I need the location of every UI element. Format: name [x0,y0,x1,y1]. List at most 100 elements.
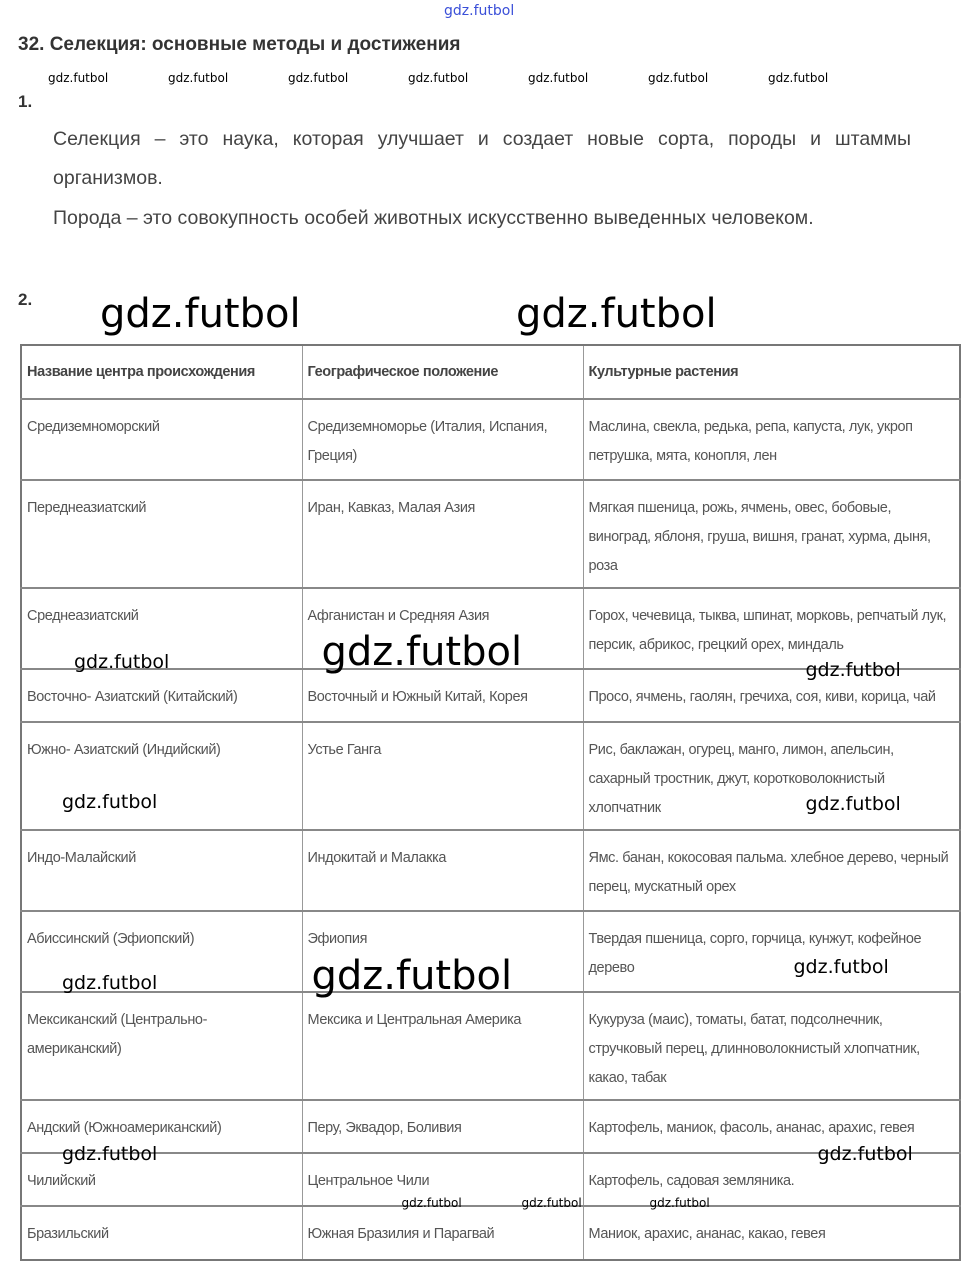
cell-text: Южно- Азиатский (Индийский) [27,742,221,758]
watermark: gdz.futbol [62,1143,158,1165]
cell-text: Маслина, свекла, редька, репа, капуста, … [588,419,914,464]
crops-cell: Горох, чечевица, тыква, шпинат, морковь,… [582,587,961,680]
crops-cell: Картофель, маниок, фасоль, ананас, арахи… [582,1099,961,1164]
center-name-cell: Южно- Азиатский (Индийский) gdz.futbol [20,721,303,831]
cell-text: Эфиопия [307,931,368,947]
watermark: gdz.futbol [74,651,170,673]
section-number-1: 1. [18,92,33,111]
table-row: Среднеазиатский gdz.futbol Афганистан и Ср… [20,587,961,680]
table-row: Мексиканский (Центрально-американский) Ме… [20,991,961,1101]
cell-text: Южная Бразилия и Парагвай [307,1226,495,1242]
section-number-2: 2. [18,290,33,309]
cell-text: Восточно- Азиатский (Китайский) [27,689,238,705]
cell-text: Мексиканский (Центрально-американский) [27,1012,208,1057]
column-header: Культурные растения [582,344,961,400]
definition-selection: Селекция – это наука, которая улучшает и… [53,128,911,189]
cell-text: Средиземноморье (Италия, Испания, Греция… [307,419,548,464]
cell-text: Твердая пшеница, сорго, горчица, кунжут,… [588,931,922,976]
crops-cell: Маниок, арахис, ананас, какао, гевея [582,1205,961,1261]
cell-text: Маниок, арахис, ананас, какао, гевея [588,1226,826,1242]
location-cell: Иран, Кавказ, Малая Азия [301,479,584,589]
watermark: gdz.futbol [805,659,901,681]
table-row: Индо-Малайский Индокитай и Малакка Ямс. ба… [20,829,961,912]
cell-text: Устье Ганга [307,742,382,758]
table-row: Бразильский Южная Бразилия и Парагвай Мани… [20,1205,961,1261]
center-name-cell: Бразильский [20,1205,303,1261]
cell-text: Ямс. банан, кокосовая пальма. хлебное де… [588,850,949,895]
center-name-cell: Индо-Малайский [20,829,303,912]
cell-text: Андский (Южноамериканский) [27,1120,222,1136]
center-name-cell: Мексиканский (Центрально-американский) [20,991,303,1101]
cell-text: Перу, Эквадор, Боливия [307,1120,462,1136]
table-row: Южно- Азиатский (Индийский) gdz.futbol Уст… [20,721,961,831]
watermark: gdz.futbol [48,71,109,85]
column-header: Название центра происхождения [20,344,303,400]
crops-cell: Мягкая пшеница, рожь, ячмень, овес, бобо… [582,479,961,589]
crops-cell: Маслина, свекла, редька, репа, капуста, … [582,398,961,481]
watermark: gdz.futbol [408,71,469,85]
center-name-cell: Восточно- Азиатский (Китайский) [20,668,303,723]
cell-text: Горох, чечевица, тыква, шпинат, морковь,… [588,608,947,653]
page-title: 32. Селекция: основные методы и достижен… [18,34,461,55]
location-cell: Центральное Чили gdz.futbol gdz.futbol [301,1152,584,1210]
location-cell: Восточный и Южный Китай, Корея [301,668,584,723]
watermark: gdz.futbol [62,972,158,994]
cell-text: Центральное Чили [307,1173,430,1189]
crops-cell: Кукуруза (маис), томаты, батат, подсолне… [582,991,961,1101]
cell-text: Мягкая пшеница, рожь, ячмень, овес, бобо… [588,500,932,574]
crops-cell: Рис, баклажан, огурец, манго, лимон, апе… [582,721,961,831]
table-header-row: Название центра происхождения Географиче… [20,344,961,400]
cell-text: Бразильский [27,1226,109,1242]
location-cell: Мексика и Центральная Америка [301,991,584,1101]
cell-text: Восточный и Южный Китай, Корея [307,689,528,705]
cell-text: Индо-Малайский [27,850,136,866]
cell-text: Переднеазиатский [27,500,147,516]
cell-text: Абиссинский (Эфиопский) [27,931,195,947]
location-cell: Южная Бразилия и Парагвай [301,1205,584,1261]
table-row: Абиссинский (Эфиопский) gdz.futbol Эфиопия… [20,910,961,996]
table-row: Средиземноморский Средиземноморье (Италия… [20,398,961,481]
crops-cell: Твердая пшеница, сорго, горчица, кунжут,… [582,910,961,993]
table-row: Переднеазиатский Иран, Кавказ, Малая Азия… [20,479,961,589]
table-row: Восточно- Азиатский (Китайский) Восточный… [20,668,961,723]
watermark: gdz.futbol [62,791,158,813]
watermark: gdz.futbol [793,956,889,978]
cell-text: Средиземноморский [27,419,160,435]
cell-text: Просо, ячмень, гаолян, гречиха, соя, кив… [588,689,936,705]
location-cell: Перу, Эквадор, Боливия [301,1099,584,1154]
cell-text: Картофель, маниок, фасоль, ананас, арахи… [588,1120,915,1136]
watermark: gdz.futbol [817,1143,913,1165]
watermark: gdz.futbol [768,71,829,85]
watermark: gdz.futbol [311,953,513,999]
watermark: gdz.futbol [100,291,301,337]
origin-centers-table: Название центра происхождения Географиче… [20,344,961,1261]
crops-cell: Ямс. банан, кокосовая пальма. хлебное де… [582,829,961,912]
location-cell: Средиземноморье (Италия, Испания, Греция… [301,398,584,481]
watermark: gdz.futbol [321,629,523,675]
cell-text: Мексика и Центральная Америка [307,1012,522,1028]
cell-text: Иран, Кавказ, Малая Азия [307,500,476,516]
cell-text: Среднеазиатский [27,608,139,624]
crops-cell: Просо, ячмень, гаолян, гречиха, соя, кив… [582,668,961,723]
center-name-cell: Среднеазиатский gdz.futbol [20,587,303,673]
watermark: gdz.futbol [805,793,901,815]
watermark: gdz.futbol [648,71,709,85]
cell-text: Индокитай и Малакка [307,850,447,866]
cell-text: Картофель, садовая земляника. [588,1173,795,1189]
center-name-cell: Андский (Южноамериканский) gdz.futbol [20,1099,303,1164]
watermark: gdz.futbol [444,3,515,19]
watermark: gdz.futbol [401,1196,462,1210]
watermark: gdz.futbol [649,1196,710,1210]
center-name-cell: Переднеазиатский [20,479,303,589]
center-name-cell: Средиземноморский [20,398,303,481]
location-cell: Устье Ганга [301,721,584,831]
watermark: gdz.futbol [288,71,349,85]
definition-breed: Порода – это совокупность особей животны… [53,207,814,229]
center-name-cell: Абиссинский (Эфиопский) gdz.futbol [20,910,303,994]
watermark: gdz.futbol [528,71,589,85]
location-cell: Индокитай и Малакка [301,829,584,912]
watermark: gdz.futbol [521,1196,582,1210]
cell-text: Афганистан и Средняя Азия [307,608,490,624]
table-row: Андский (Южноамериканский) gdz.futbol Перу… [20,1099,961,1164]
cell-text: Чилийский [27,1173,96,1189]
